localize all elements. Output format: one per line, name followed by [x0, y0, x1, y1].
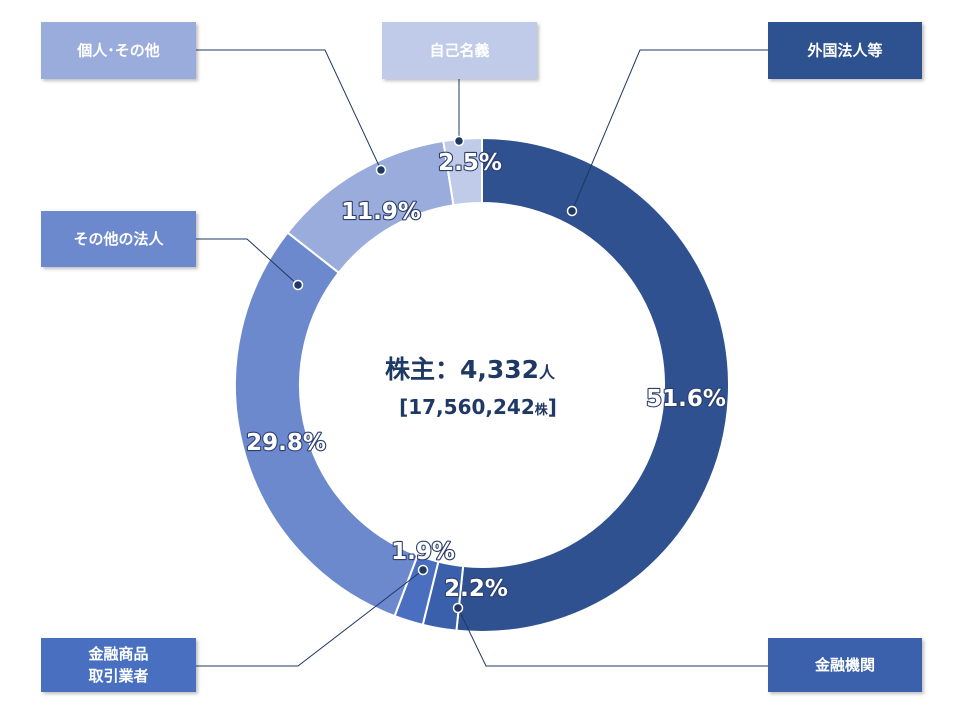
category-box-foreign-corporations — [768, 22, 922, 79]
shareholder-count: 株主：4,332人 — [385, 355, 556, 384]
category-box-treasury-shares — [382, 22, 537, 79]
category-label-foreign-corporations: 外国法人等 — [806, 42, 882, 60]
leader-dot-treasury-shares — [453, 135, 465, 147]
value-label-treasury-shares: 2.5% — [438, 150, 502, 176]
leader-line-individuals-others — [196, 49, 382, 171]
category-box-other-corporations — [41, 211, 196, 267]
category-box-securities-firms — [41, 638, 196, 692]
category-label-treasury-shares: 自己名義 — [429, 42, 489, 60]
donut-slices — [234, 136, 731, 633]
category-label-individuals-others: 個人･その他 — [76, 42, 160, 60]
value-label-individuals-others: 11.9% — [341, 199, 421, 225]
leader-lines — [196, 49, 768, 667]
slice-foreign-corporations — [455, 136, 731, 633]
leader-dot-securities-firms — [417, 564, 429, 576]
leader-line-foreign-corporations — [571, 49, 768, 212]
category-label-securities-firms-line1: 金融商品 — [87, 645, 148, 663]
category-box-financial-institutions — [768, 638, 922, 692]
category-label-financial-institutions: 金融機関 — [814, 656, 875, 674]
slice-other-corporations — [234, 231, 419, 618]
leader-line-other-corporations — [196, 238, 299, 286]
category-label-other-corporations: その他の法人 — [73, 230, 164, 248]
value-label-foreign-corporations: 51.6% — [646, 386, 726, 412]
value-labels: 51.6% 2.2% 1.9% 29.8% 11.9% 2.5% — [245, 149, 727, 603]
value-label-other-corporations: 29.8% — [246, 430, 326, 456]
category-box-individuals-others — [41, 22, 196, 79]
value-label-securities-firms: 1.9% — [391, 539, 455, 565]
leader-dot-other-corporations — [292, 279, 304, 291]
leader-line-securities-firms — [196, 569, 424, 667]
value-label-financial-institutions: 2.2% — [444, 576, 508, 602]
center-summary: 株主：4,332人 [17,560,242株] — [385, 355, 557, 419]
leader-dot-financial-institutions — [452, 602, 464, 614]
share-count: [17,560,242株] — [399, 395, 557, 419]
leader-dot-foreign-corporations — [566, 205, 578, 217]
leader-dot-individuals-others — [375, 164, 387, 176]
category-label-securities-firms-line2: 取引業者 — [88, 667, 148, 685]
leader-line-financial-institutions — [457, 607, 768, 667]
